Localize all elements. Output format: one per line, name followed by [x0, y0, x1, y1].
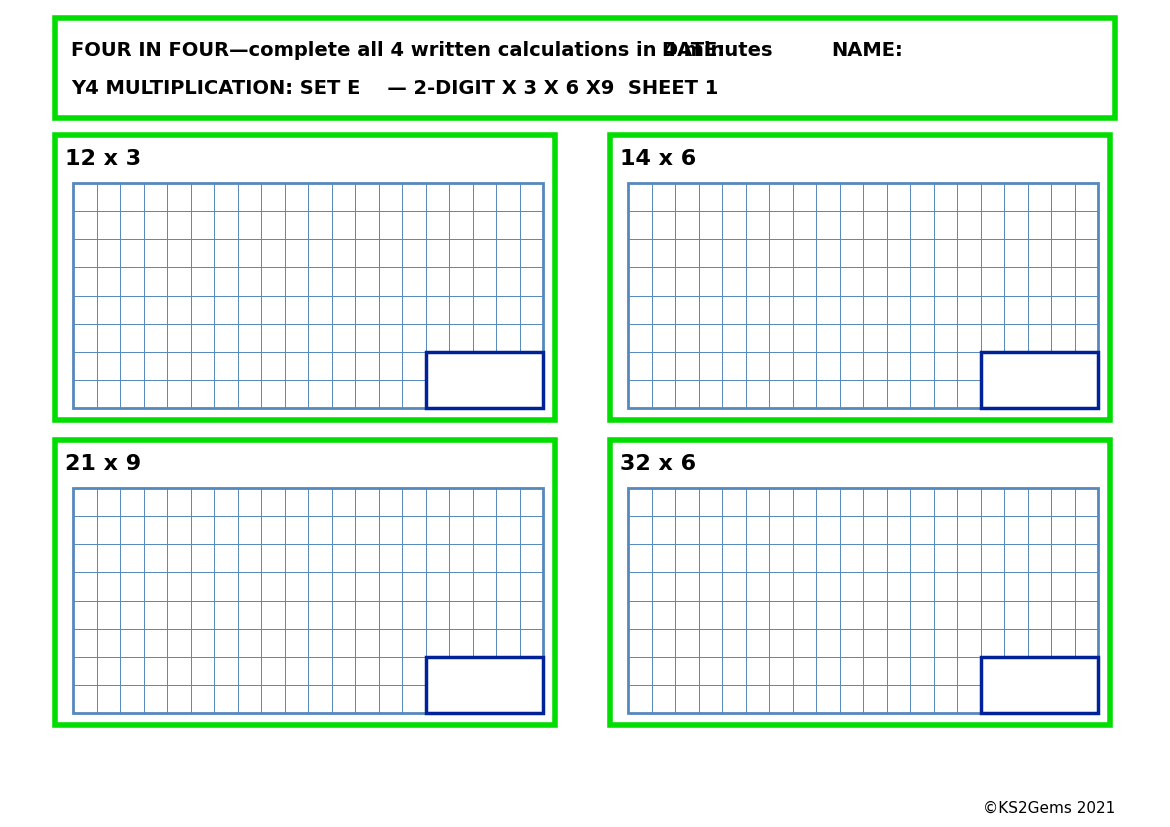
- Text: NAME:: NAME:: [831, 41, 903, 60]
- Bar: [610, 440, 1110, 725]
- Bar: [980, 351, 1097, 408]
- Text: FOUR IN FOUR—complete all 4 written calculations in 4 minutes: FOUR IN FOUR—complete all 4 written calc…: [71, 41, 772, 60]
- Bar: [628, 183, 1097, 408]
- Text: 21 x 9: 21 x 9: [66, 454, 142, 474]
- Text: 32 x 6: 32 x 6: [620, 454, 696, 474]
- Bar: [73, 183, 543, 408]
- Text: 14 x 6: 14 x 6: [620, 149, 696, 169]
- Bar: [55, 18, 1115, 118]
- Text: Y4 MULTIPLICATION: SET E    — 2-DIGIT X 3 X 6 X9  SHEET 1: Y4 MULTIPLICATION: SET E — 2-DIGIT X 3 X…: [71, 79, 718, 98]
- Text: DATE:: DATE:: [661, 41, 725, 60]
- Text: ©KS2Gems 2021: ©KS2Gems 2021: [983, 801, 1115, 815]
- Bar: [628, 488, 1097, 713]
- Bar: [980, 657, 1097, 713]
- Bar: [426, 351, 543, 408]
- Text: 12 x 3: 12 x 3: [66, 149, 142, 169]
- Bar: [55, 135, 555, 420]
- Bar: [55, 440, 555, 725]
- Bar: [73, 488, 543, 713]
- Bar: [610, 135, 1110, 420]
- Bar: [426, 657, 543, 713]
